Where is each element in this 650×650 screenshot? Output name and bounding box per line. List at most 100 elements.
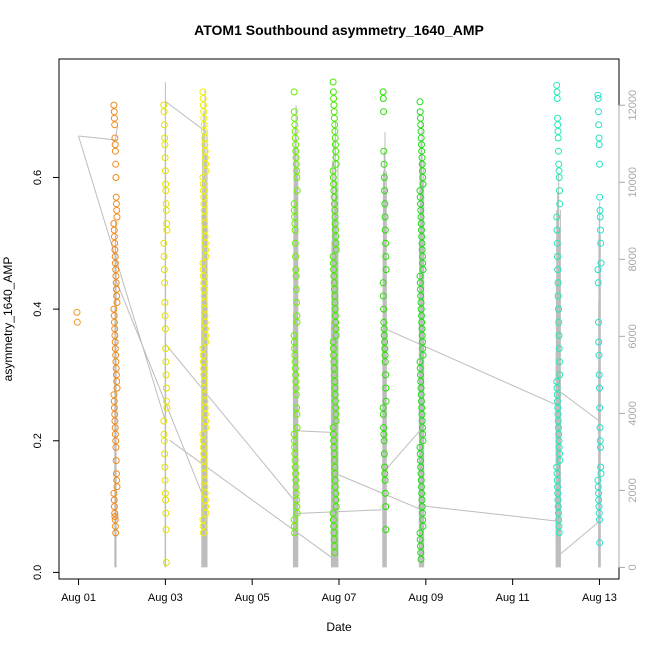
- point-3-53: [199, 437, 207, 445]
- point-5-27: [329, 259, 337, 267]
- point-8-46: [555, 509, 562, 517]
- point-4-2: [291, 114, 299, 122]
- point-3-22: [201, 233, 209, 241]
- point-7-62: [419, 509, 426, 517]
- point-5-62: [332, 489, 340, 497]
- point-7-18: [417, 220, 425, 228]
- point-7-21: [418, 239, 426, 247]
- point-1-4: [111, 134, 119, 142]
- point-6-2: [380, 108, 388, 116]
- point-4-26: [290, 332, 298, 339]
- point-2-27: [160, 430, 168, 438]
- point-8-4: [554, 121, 562, 129]
- secondary-segment-6: [295, 430, 337, 434]
- point-1-16: [111, 239, 119, 247]
- point-3-57: [200, 463, 208, 471]
- x-axis-label: Date: [326, 620, 352, 634]
- point-2-11: [163, 220, 171, 228]
- point-5-36: [332, 318, 340, 326]
- point-5-30: [330, 279, 338, 287]
- point-7-24: [419, 259, 427, 267]
- point-5-16: [330, 187, 338, 195]
- point-4-17: [291, 226, 299, 234]
- point-5-57: [330, 457, 338, 464]
- point-8-26: [553, 378, 561, 385]
- right-tick-label-0: 0: [627, 564, 639, 570]
- point-2-24: [163, 397, 171, 405]
- point-6-13: [379, 279, 387, 287]
- point-2-6: [161, 167, 169, 175]
- point-2-29: [161, 450, 169, 458]
- point-5-43: [330, 364, 338, 372]
- point-3-34: [201, 312, 209, 320]
- point-4-37: [293, 410, 301, 418]
- point-6-14: [379, 292, 387, 300]
- point-4-15: [291, 213, 299, 221]
- point-8-3: [554, 114, 561, 122]
- point-5-48: [331, 397, 339, 405]
- point-9-5: [595, 141, 603, 149]
- point-8-1: [553, 88, 561, 96]
- point-1-15: [110, 233, 118, 241]
- point-6-23: [382, 371, 390, 379]
- point-4-14: [290, 206, 298, 214]
- point-7-57: [417, 476, 425, 484]
- point-8-27: [553, 384, 561, 392]
- point-5-28: [330, 266, 338, 274]
- x-tick-label-5: Aug 11: [496, 592, 530, 604]
- point-7-8: [418, 154, 426, 162]
- point-3-31: [200, 292, 208, 300]
- point-8-30: [554, 404, 562, 412]
- point-5-4: [330, 108, 338, 116]
- point-9-13: [594, 266, 602, 274]
- point-8-37: [556, 450, 563, 458]
- point-7-36: [419, 338, 426, 346]
- point-5-22: [331, 226, 339, 234]
- point-2-34: [162, 509, 170, 517]
- point-2-12: [163, 226, 171, 234]
- point-5-49: [332, 404, 340, 412]
- point-7-17: [417, 213, 425, 221]
- point-2-36: [162, 559, 170, 566]
- point-1-0: [110, 101, 118, 109]
- point-1-8: [112, 174, 120, 181]
- point-1-18: [111, 253, 119, 260]
- point-4-46: [292, 476, 300, 484]
- right-tick-label-4: 8000: [627, 247, 639, 271]
- point-5-47: [331, 391, 339, 399]
- point-8-28: [553, 391, 561, 399]
- point-1-41: [110, 404, 118, 412]
- point-7-40: [416, 364, 424, 372]
- point-5-68: [330, 529, 338, 537]
- point-9-6: [596, 160, 603, 168]
- point-5-59: [331, 470, 339, 478]
- point-3-11: [202, 160, 210, 168]
- point-5-51: [332, 417, 340, 425]
- point-7-0: [416, 98, 424, 106]
- point-4-43: [291, 457, 299, 464]
- point-4-25: [293, 318, 301, 326]
- point-9-9: [596, 213, 604, 221]
- point-6-27: [379, 410, 387, 418]
- point-6-32: [381, 463, 389, 471]
- point-7-10: [419, 167, 426, 175]
- point-8-15: [553, 239, 561, 247]
- point-4-29: [291, 351, 299, 359]
- point-6-12: [382, 266, 390, 274]
- point-1-58: [111, 522, 119, 530]
- point-8-43: [554, 489, 562, 497]
- point-6-25: [382, 397, 390, 405]
- point-3-44: [200, 378, 208, 385]
- point-3-51: [202, 424, 210, 432]
- point-0-0: [73, 308, 81, 316]
- point-7-45: [418, 397, 425, 405]
- point-1-39: [110, 391, 118, 399]
- point-8-47: [555, 516, 563, 524]
- point-7-42: [417, 378, 425, 385]
- point-2-23: [162, 384, 170, 392]
- point-4-36: [293, 404, 301, 412]
- point-2-1: [160, 108, 168, 116]
- secondary-segment-7: [295, 509, 385, 514]
- point-4-27: [290, 338, 298, 346]
